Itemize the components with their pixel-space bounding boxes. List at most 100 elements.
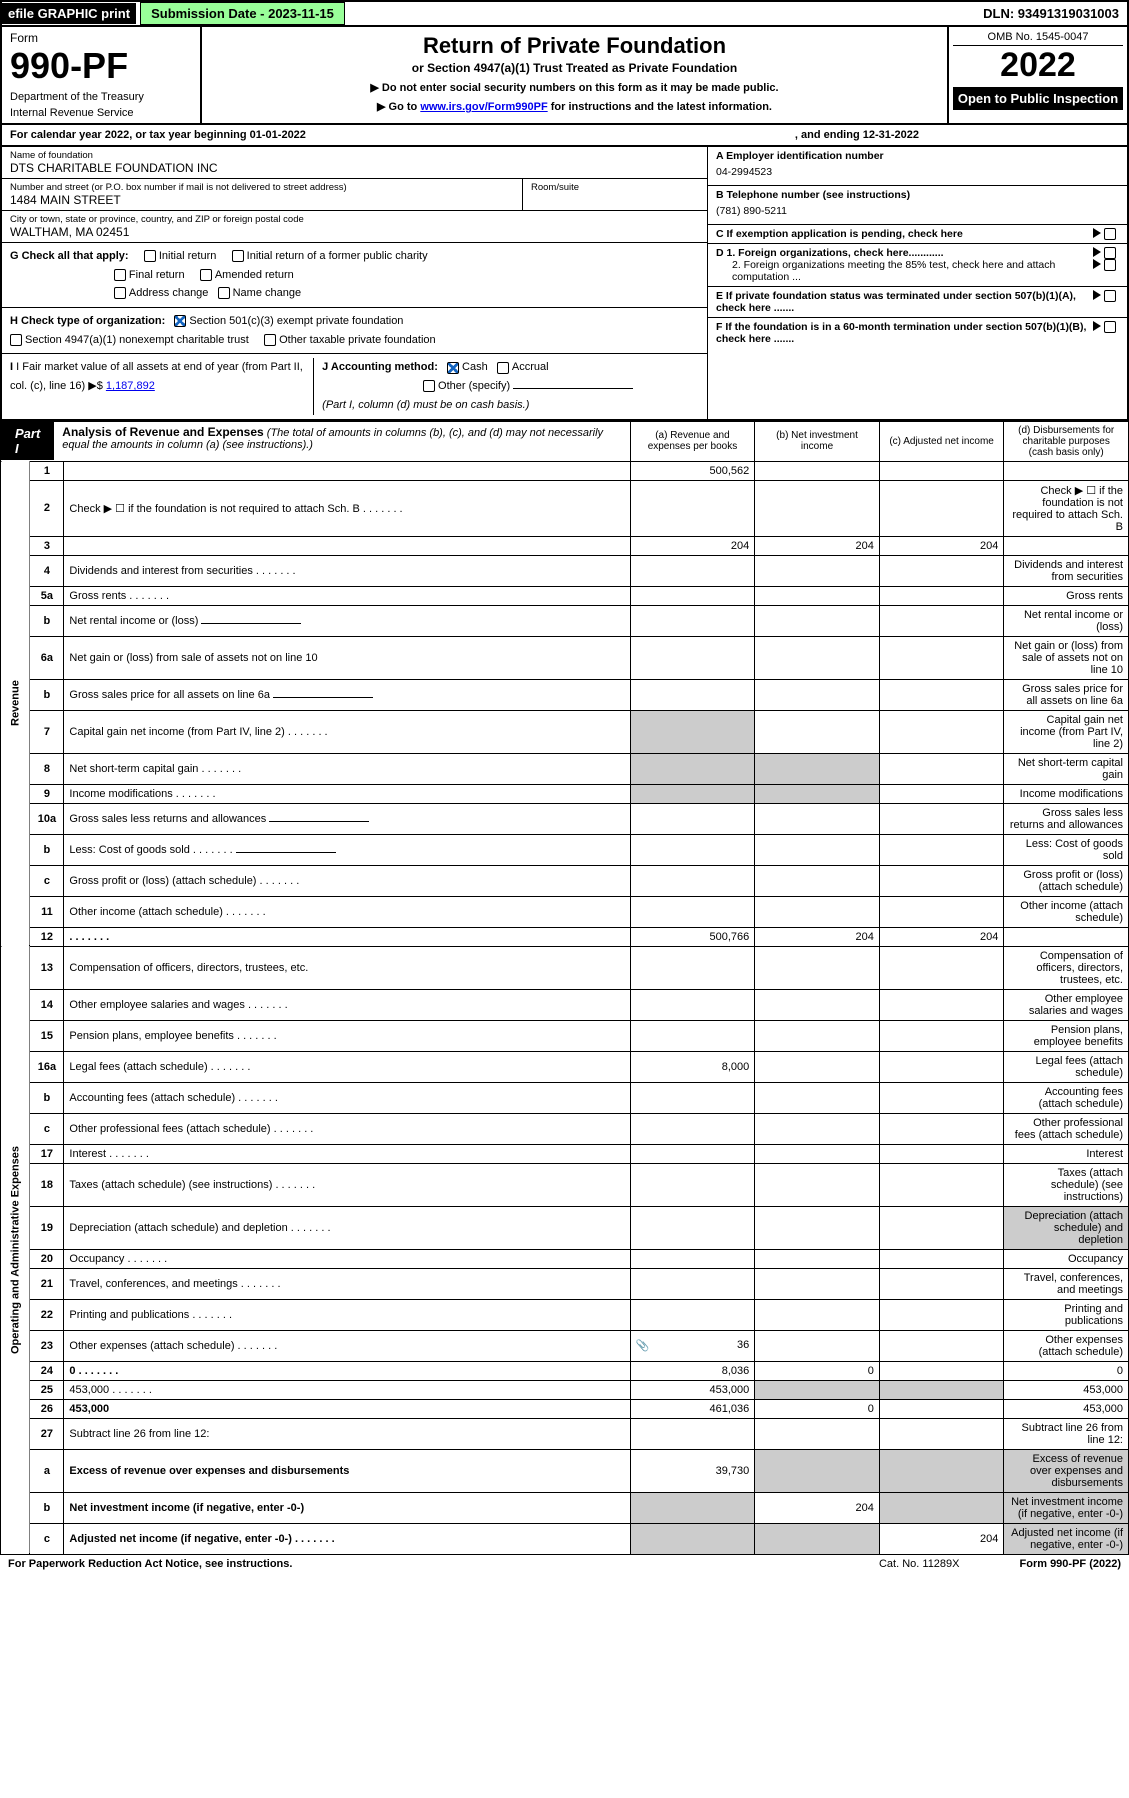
d1-checkbox[interactable] bbox=[1104, 247, 1116, 259]
cell-c bbox=[879, 1082, 1004, 1113]
cell-d: Printing and publications bbox=[1004, 1299, 1129, 1330]
table-row: Operating and Administrative Expenses13C… bbox=[1, 946, 1129, 989]
cell-c bbox=[879, 1206, 1004, 1249]
cash-checkbox[interactable] bbox=[447, 362, 459, 374]
cell-b: 0 bbox=[755, 1399, 880, 1418]
cell-a bbox=[630, 946, 755, 989]
other-method-checkbox[interactable] bbox=[423, 380, 435, 392]
cell-a bbox=[630, 1299, 755, 1330]
table-row: bNet investment income (if negative, ent… bbox=[1, 1492, 1129, 1523]
line-number: 9 bbox=[30, 784, 64, 803]
line-number: a bbox=[30, 1449, 64, 1492]
table-row: 27Subtract line 26 from line 12:Subtract… bbox=[1, 1418, 1129, 1449]
line-description: 453,000 bbox=[64, 1399, 630, 1418]
cell-b bbox=[755, 834, 880, 865]
revenue-side-label: Revenue bbox=[1, 461, 30, 946]
page-footer: For Paperwork Reduction Act Notice, see … bbox=[0, 1555, 1129, 1573]
cell-d: Occupancy bbox=[1004, 1249, 1129, 1268]
line-description: Occupancy . . . . . . . bbox=[64, 1249, 630, 1268]
cell-b bbox=[755, 1051, 880, 1082]
org-info: Name of foundation DTS CHARITABLE FOUNDA… bbox=[0, 147, 1129, 421]
table-row: 25453,000 . . . . . . .453,000453,000 bbox=[1, 1380, 1129, 1399]
open-to-public: Open to Public Inspection bbox=[953, 87, 1123, 110]
line-description: 0 . . . . . . . bbox=[64, 1361, 630, 1380]
line-number: 17 bbox=[30, 1144, 64, 1163]
street-address: 1484 MAIN STREET bbox=[10, 193, 514, 207]
address-change-checkbox[interactable] bbox=[114, 287, 126, 299]
table-row: 20Occupancy . . . . . . .Occupancy bbox=[1, 1249, 1129, 1268]
efile-label[interactable]: efile GRAPHIC print bbox=[2, 3, 136, 24]
instructions-link[interactable]: www.irs.gov/Form990PF bbox=[420, 101, 547, 113]
501c3-checkbox[interactable] bbox=[174, 315, 186, 327]
fmv-value[interactable]: 1,187,892 bbox=[106, 380, 155, 392]
table-row: 21Travel, conferences, and meetings . . … bbox=[1, 1268, 1129, 1299]
cell-d: Gross rents bbox=[1004, 586, 1129, 605]
table-row: 240 . . . . . . .8,03600 bbox=[1, 1361, 1129, 1380]
cell-c bbox=[879, 989, 1004, 1020]
line-number: b bbox=[30, 679, 64, 710]
table-row: 14Other employee salaries and wages . . … bbox=[1, 989, 1129, 1020]
ein-cell: A Employer identification number 04-2994… bbox=[708, 147, 1127, 186]
line-number: b bbox=[30, 605, 64, 636]
cell-d: 453,000 bbox=[1004, 1380, 1129, 1399]
cell-c bbox=[879, 1299, 1004, 1330]
table-row: bGross sales price for all assets on lin… bbox=[1, 679, 1129, 710]
cell-a: 500,766 bbox=[630, 927, 755, 946]
goto-note: ▶ Go to www.irs.gov/Form990PF for instru… bbox=[214, 100, 935, 113]
cell-b bbox=[755, 753, 880, 784]
fmv-block: I I Fair market value of all assets at e… bbox=[10, 358, 313, 414]
cell-a bbox=[630, 679, 755, 710]
line-number: 24 bbox=[30, 1361, 64, 1380]
line-description: Net short-term capital gain . . . . . . … bbox=[64, 753, 630, 784]
cell-c bbox=[879, 480, 1004, 536]
line-number: 19 bbox=[30, 1206, 64, 1249]
cell-c bbox=[879, 555, 1004, 586]
initial-return-checkbox[interactable] bbox=[144, 250, 156, 262]
cell-a bbox=[630, 753, 755, 784]
initial-public-checkbox[interactable] bbox=[232, 250, 244, 262]
f-checkbox[interactable] bbox=[1104, 321, 1116, 333]
4947a1-checkbox[interactable] bbox=[10, 334, 22, 346]
line-description: Printing and publications . . . . . . . bbox=[64, 1299, 630, 1330]
line-description: Compensation of officers, directors, tru… bbox=[64, 946, 630, 989]
amended-return-checkbox[interactable] bbox=[200, 269, 212, 281]
cell-c bbox=[879, 1249, 1004, 1268]
cell-c bbox=[879, 1163, 1004, 1206]
line-description: 453,000 . . . . . . . bbox=[64, 1380, 630, 1399]
table-row: 15Pension plans, employee benefits . . .… bbox=[1, 1020, 1129, 1051]
cell-d: Interest bbox=[1004, 1144, 1129, 1163]
cell-c bbox=[879, 946, 1004, 989]
cell-b bbox=[755, 1163, 880, 1206]
cell-a bbox=[630, 1249, 755, 1268]
line-description: Adjusted net income (if negative, enter … bbox=[64, 1523, 630, 1554]
cell-d: Legal fees (attach schedule) bbox=[1004, 1051, 1129, 1082]
header-right: OMB No. 1545-0047 2022 Open to Public In… bbox=[947, 27, 1127, 123]
cell-b bbox=[755, 605, 880, 636]
col-d-header: (d) Disbursements for charitable purpose… bbox=[1004, 421, 1129, 461]
line-number: 12 bbox=[30, 927, 64, 946]
e-checkbox[interactable] bbox=[1104, 290, 1116, 302]
cell-d: Other professional fees (attach schedule… bbox=[1004, 1113, 1129, 1144]
cell-b bbox=[755, 679, 880, 710]
d2-checkbox[interactable] bbox=[1104, 259, 1116, 271]
line-description: Excess of revenue over expenses and disb… bbox=[64, 1449, 630, 1492]
line-number: 21 bbox=[30, 1268, 64, 1299]
accrual-checkbox[interactable] bbox=[497, 362, 509, 374]
c-checkbox[interactable] bbox=[1104, 228, 1116, 240]
table-row: 2Check ▶ ☐ if the foundation is not requ… bbox=[1, 480, 1129, 536]
cell-d: Compensation of officers, directors, tru… bbox=[1004, 946, 1129, 989]
name-change-checkbox[interactable] bbox=[218, 287, 230, 299]
cell-b bbox=[755, 1206, 880, 1249]
cell-c bbox=[879, 1330, 1004, 1361]
dln: DLN: 93491319031003 bbox=[975, 3, 1127, 24]
cell-d: Subtract line 26 from line 12: bbox=[1004, 1418, 1129, 1449]
cell-d: 453,000 bbox=[1004, 1399, 1129, 1418]
line-number: 3 bbox=[30, 536, 64, 555]
other-taxable-checkbox[interactable] bbox=[264, 334, 276, 346]
table-row: 17Interest . . . . . . .Interest bbox=[1, 1144, 1129, 1163]
foundation-name-cell: Name of foundation DTS CHARITABLE FOUNDA… bbox=[2, 147, 707, 179]
line-description: . . . . . . . bbox=[64, 927, 630, 946]
final-return-checkbox[interactable] bbox=[114, 269, 126, 281]
cell-a bbox=[630, 803, 755, 834]
cell-c bbox=[879, 1268, 1004, 1299]
